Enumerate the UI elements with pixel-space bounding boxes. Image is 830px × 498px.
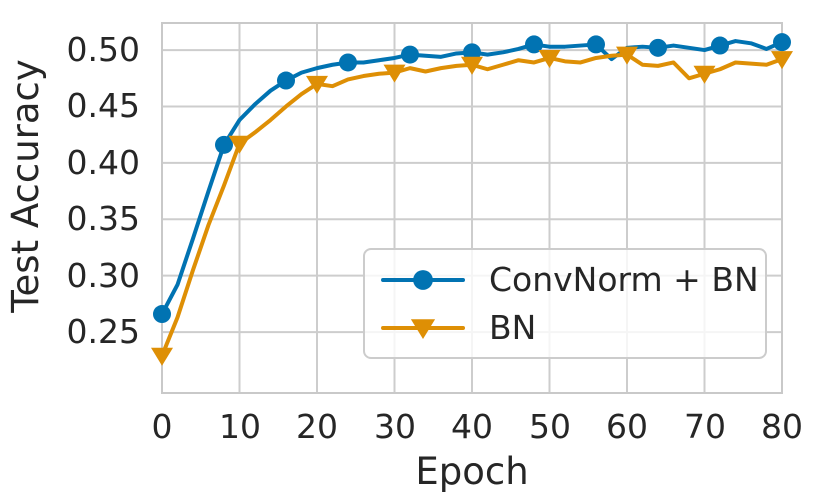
x-tick-label: 0 xyxy=(151,407,173,446)
legend-line-triangle-icon xyxy=(381,319,465,339)
x-tick-label: 30 xyxy=(374,407,416,446)
x-tick-label: 50 xyxy=(529,407,571,446)
legend-line-circle-icon xyxy=(381,270,465,290)
x-tick-label: 10 xyxy=(219,407,261,446)
y-tick-label: 0.50 xyxy=(66,30,140,69)
x-tick-label: 20 xyxy=(296,407,338,446)
x-tick-label: 60 xyxy=(606,407,648,446)
x-axis-title: Epoch xyxy=(415,450,529,493)
legend: ConvNorm + BN BN xyxy=(363,248,767,359)
x-tick-label: 40 xyxy=(451,407,493,446)
legend-item-convnorm-bn: ConvNorm + BN xyxy=(365,256,765,304)
y-tick-label: 0.30 xyxy=(66,256,140,295)
y-tick-label: 0.40 xyxy=(66,143,140,182)
legend-item-bn: BN xyxy=(365,304,765,352)
y-tick-label: 0.35 xyxy=(66,199,140,238)
legend-label: BN xyxy=(489,308,537,347)
y-axis-title: Test Accuracy xyxy=(4,59,47,313)
y-tick-label: 0.25 xyxy=(66,312,140,351)
x-tick-label: 70 xyxy=(684,407,726,446)
legend-label: ConvNorm + BN xyxy=(489,260,759,299)
y-tick-label: 0.45 xyxy=(66,86,140,125)
x-tick-label: 80 xyxy=(761,407,803,446)
